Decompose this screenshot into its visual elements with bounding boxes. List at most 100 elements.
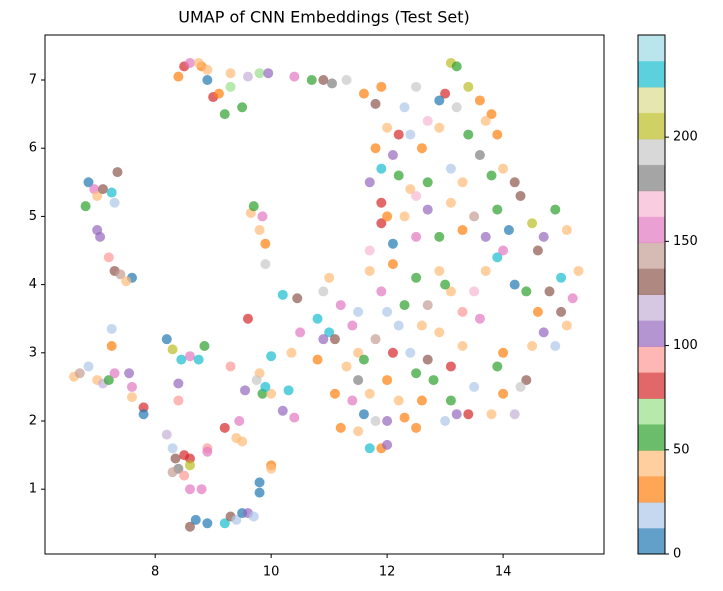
scatter-point — [474, 95, 485, 106]
scatter-point — [416, 395, 427, 406]
scatter-point — [387, 259, 398, 270]
scatter-point — [103, 252, 114, 263]
colorbar-segment — [638, 268, 665, 295]
scatter-point — [103, 375, 114, 386]
scatter-point — [469, 381, 480, 392]
scatter-point — [184, 484, 195, 495]
scatter-point — [509, 409, 520, 420]
scatter-point — [341, 361, 352, 372]
scatter-point — [469, 286, 480, 297]
colorbar-segment — [638, 242, 665, 270]
scatter-point — [451, 409, 462, 420]
scatter-point — [527, 340, 538, 351]
scatter-point — [277, 405, 288, 416]
scatter-point — [399, 300, 410, 311]
scatter-point — [202, 446, 213, 457]
colorbar-tick-label: 0 — [673, 547, 681, 562]
scatter-point — [266, 388, 277, 399]
scatter-point — [318, 286, 329, 297]
scatter-point — [480, 231, 491, 242]
scatter-point — [231, 514, 242, 525]
scatter-point — [312, 354, 323, 365]
scatter-point — [411, 231, 422, 242]
scatter-point — [451, 61, 462, 72]
colorbar-segment — [638, 424, 665, 451]
scatter-point — [527, 218, 538, 229]
scatter-point — [498, 347, 509, 358]
scatter-point — [341, 75, 352, 86]
scatter-point — [457, 177, 468, 188]
colorbar-segment — [638, 476, 665, 503]
colorbar-segment — [638, 216, 665, 244]
scatter-point — [434, 327, 445, 338]
scatter-point — [480, 115, 491, 126]
scatter-point — [106, 323, 117, 334]
scatter-point — [445, 163, 456, 174]
scatter-point — [196, 484, 207, 495]
scatter-point — [167, 467, 178, 478]
scatter-point — [106, 340, 117, 351]
scatter-point — [492, 129, 503, 140]
scatter-point — [440, 416, 451, 427]
scatter-point — [83, 361, 94, 372]
scatter-point — [277, 289, 288, 300]
scatter-point — [318, 75, 329, 86]
scatter-point — [382, 211, 393, 222]
scatter-point — [405, 184, 416, 195]
scatter-point — [335, 422, 346, 433]
scatter-point — [532, 306, 543, 317]
scatter-point — [213, 88, 224, 99]
scatter-point — [327, 78, 338, 89]
scatter-point — [422, 115, 433, 126]
scatter-point — [422, 204, 433, 215]
scatter-point — [173, 378, 184, 389]
scatter-point — [112, 167, 123, 178]
scatter-point — [161, 429, 172, 440]
scatter-point — [567, 293, 578, 304]
scatter-point — [173, 71, 184, 82]
scatter-point — [440, 88, 451, 99]
scatter-point — [106, 187, 117, 198]
scatter-point — [457, 306, 468, 317]
scatter-point — [83, 177, 94, 188]
scatter-point — [364, 245, 375, 256]
scatter-point — [393, 320, 404, 331]
scatter-point — [161, 334, 172, 345]
colorbar-tick-label: 100 — [673, 338, 698, 353]
scatter-point — [202, 75, 213, 86]
scatter-point — [503, 225, 514, 236]
scatter-point — [248, 201, 259, 212]
scatter-point — [382, 375, 393, 386]
scatter-point — [405, 129, 416, 140]
scatter-point — [318, 334, 329, 345]
scatter-point — [457, 340, 468, 351]
scatter-point — [498, 163, 509, 174]
y-tick-label: 1 — [29, 482, 37, 497]
scatter-point — [376, 81, 387, 92]
scatter-point — [237, 436, 248, 447]
scatter-point — [257, 211, 268, 222]
scatter-point — [263, 68, 274, 79]
colorbar-segment — [638, 164, 665, 192]
scatter-point — [411, 190, 422, 201]
scatter-point — [445, 197, 456, 208]
scatter-point — [173, 395, 184, 406]
scatter-point — [440, 279, 451, 290]
scatter-point — [370, 416, 381, 427]
scatter-point — [538, 231, 549, 242]
scatter-point — [219, 109, 230, 120]
scatter-point — [451, 102, 462, 113]
scatter-point — [393, 129, 404, 140]
scatter-point — [242, 313, 253, 324]
scatter-point — [411, 81, 422, 92]
colorbar-frame — [637, 34, 666, 555]
scatter-point — [184, 57, 195, 68]
scatter-point — [306, 75, 317, 86]
scatter-point — [422, 177, 433, 188]
scatter-point — [364, 388, 375, 399]
scatter-point — [324, 272, 335, 283]
scatter-point — [167, 344, 178, 355]
colorbar-segment — [638, 294, 665, 321]
scatter-point — [184, 351, 195, 362]
